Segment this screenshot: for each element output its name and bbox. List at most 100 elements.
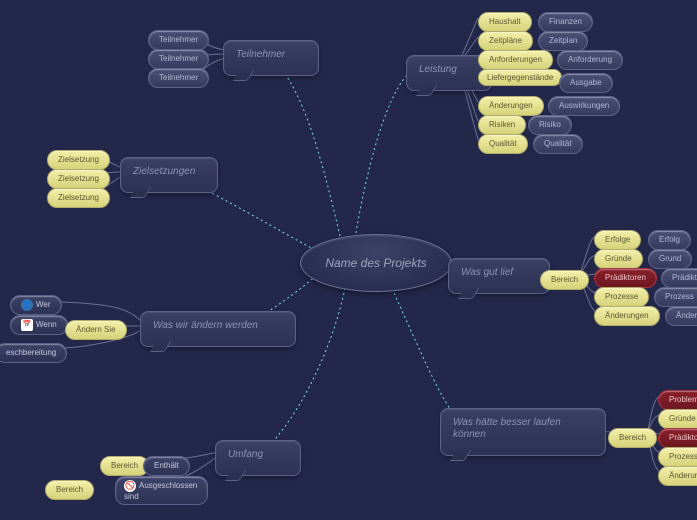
tag-label: Haushalt [489,17,521,26]
tag-grund[interactable]: Grund [648,249,692,269]
tag-label: Probleme [669,395,697,404]
branch-zielsetzungen[interactable]: Zielsetzungen [120,157,218,193]
tag-anforderungen[interactable]: Anforderungen [478,50,553,70]
tag-pr-diktoren[interactable]: Prädiktoren [658,428,697,448]
tag-probleme[interactable]: Probleme [658,390,697,410]
tag-label: Bereich [111,461,138,470]
tag-label: Zeitpläne [489,36,522,45]
tag-label: Risiken [489,120,515,129]
tag-label: Auswirkungen [559,101,609,110]
tag-label: Ändern [676,311,697,320]
tag-ausgabe[interactable]: Ausgabe [559,73,613,93]
tag-qualit-t[interactable]: Qualität [533,134,583,154]
branch-label: Zielsetzungen [133,166,195,177]
tag-risiken[interactable]: Risiken [478,115,526,135]
tag-zielsetzung[interactable]: Zielsetzung [47,169,110,189]
tag-label: Teilnehmer [159,35,198,44]
tag-eschbereitung[interactable]: eschbereitung [0,343,67,363]
branch-label: Teilnehmer [236,49,285,60]
tag-bereich[interactable]: Bereich [540,270,589,290]
tag-bereich[interactable]: Bereich [45,480,94,500]
tag-label: Enthält [154,461,179,470]
tag-label: Teilnehmer [159,73,198,82]
tag-haushalt[interactable]: Haushalt [478,12,532,32]
tag-teilnehmer[interactable]: Teilnehmer [148,30,209,50]
tag-teilnehmer[interactable]: Teilnehmer [148,68,209,88]
branch-teilnehmer[interactable]: Teilnehmer [223,40,319,76]
tag-qualit-t[interactable]: Qualität [478,134,528,154]
branch-label: Umfang [228,449,263,460]
tag-label: Risiko [539,120,561,129]
tag-enth-lt[interactable]: Enthält [143,456,190,476]
tag-zielsetzung[interactable]: Zielsetzung [47,150,110,170]
tag-label: Zeitplan [549,36,577,45]
tag-label: eschbereitung [6,348,56,357]
tag-wer[interactable]: 👤Wer [10,295,62,315]
tag-label: Grund [659,254,681,263]
user-icon: 👤 [21,299,33,311]
tag-label: Wer [36,300,51,309]
tag--ndern-sie[interactable]: Ändern Sie [65,320,127,340]
tag-label: Ausgabe [570,78,602,87]
tag-gr-nde[interactable]: Gründe [594,249,643,269]
tag-label: Liefergegenstände [487,73,553,82]
tag-zeitpl-ne[interactable]: Zeitpläne [478,31,533,51]
tag-label: Bereich [619,433,646,442]
branch-label: Leistung [419,64,457,75]
tag-erfolge[interactable]: Erfolge [594,230,641,250]
tag-pr-diktoren[interactable]: Prädiktoren [594,268,657,288]
branch-umfang[interactable]: Umfang [215,440,301,476]
tag-label: Anforderung [568,55,612,64]
tag-zielsetzung[interactable]: Zielsetzung [47,188,110,208]
tag-gr-nde[interactable]: Gründe [658,409,697,429]
tag-liefergegenst-nde[interactable]: Liefergegenstände [478,69,562,86]
tag-label: Zielsetzung [58,155,99,164]
tag-prozess[interactable]: Prozess [654,287,697,307]
forbidden-icon: 🚫 [124,480,136,492]
tag--nderun[interactable]: Änderun [658,466,697,486]
tag-label: Erfolge [605,235,630,244]
tag-label: Qualität [489,139,517,148]
tag-zeitplan[interactable]: Zeitplan [538,31,588,51]
tag--nderungen[interactable]: Änderungen [478,96,544,116]
branch-label: Was gut lief [461,267,513,278]
tag-pr-diktor[interactable]: Prädiktor [661,268,697,288]
tag-label: Prozesse [669,452,697,461]
tag-label: Ändern Sie [76,325,116,334]
tag-wenn[interactable]: 📅Wenn [10,315,68,335]
tag-label: Anforderungen [489,55,542,64]
tag--ndern[interactable]: Ändern [665,306,697,326]
tag-bereich[interactable]: Bereich [100,456,149,476]
tag-label: Prozess [665,292,694,301]
branch-label: Was hätte besser laufen können [453,417,561,440]
tag-label: Wenn [36,320,57,329]
tag-label: Gründe [605,254,632,263]
tag-auswirkungen[interactable]: Auswirkungen [548,96,620,116]
tag-label: Prozesse [605,292,638,301]
branch-wasaendern[interactable]: Was wir ändern werden [140,311,296,347]
branch-washaette[interactable]: Was hätte besser laufen können [440,408,606,456]
tag-prozesse[interactable]: Prozesse [658,447,697,467]
tag-label: Zielsetzung [58,193,99,202]
tag-label: Änderungen [489,101,533,110]
tag-prozesse[interactable]: Prozesse [594,287,649,307]
tag-label: Prädiktoren [605,273,646,282]
tag--nderungen[interactable]: Änderungen [594,306,660,326]
tag-ausgeschlossen-sind[interactable]: 🚫Ausgeschlossen sind [115,476,208,505]
tag-label: Änderun [669,471,697,480]
tag-label: Prädiktoren [669,433,697,442]
tag-finanzen[interactable]: Finanzen [538,12,593,32]
tag-risiko[interactable]: Risiko [528,115,572,135]
tag-anforderung[interactable]: Anforderung [557,50,623,70]
center-node[interactable]: Name des Projekts [300,234,452,292]
branch-label: Was wir ändern werden [153,320,258,331]
tag-erfolg[interactable]: Erfolg [648,230,691,250]
branch-wasgutlief[interactable]: Was gut lief [448,258,550,294]
tag-label: Teilnehmer [159,54,198,63]
tag-bereich[interactable]: Bereich [608,428,657,448]
tag-label: Bereich [551,275,578,284]
tag-label: Bereich [56,485,83,494]
tag-teilnehmer[interactable]: Teilnehmer [148,49,209,69]
tag-label: Erfolg [659,235,680,244]
tag-label: Änderungen [605,311,649,320]
